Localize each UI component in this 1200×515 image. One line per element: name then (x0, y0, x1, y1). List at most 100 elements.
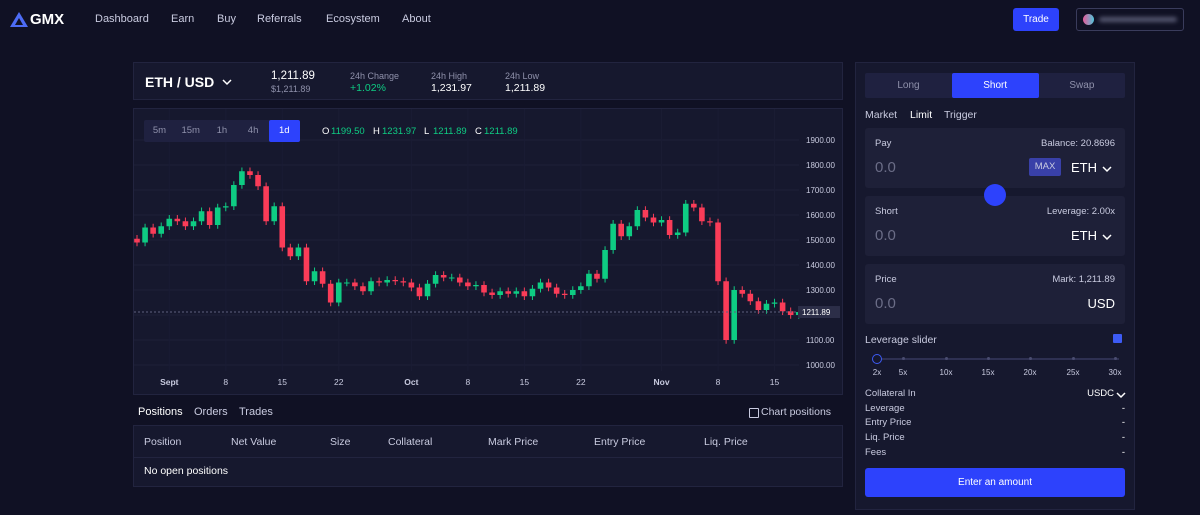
y-tick-label: 1000.00 (806, 361, 835, 370)
x-tick-label: 8 (223, 377, 228, 387)
candle-body (481, 285, 487, 293)
column-header: Collateral (388, 436, 433, 448)
y-tick-label: 1300.00 (806, 286, 835, 295)
candle-body (594, 273, 600, 279)
candle-body (166, 218, 173, 227)
amount-input[interactable]: 0.0 (875, 159, 896, 176)
candle-body (610, 223, 616, 250)
amount-input[interactable]: 0.0 (875, 227, 896, 244)
y-tick-label: 1900.00 (806, 136, 835, 145)
candle-body (400, 281, 407, 283)
candle-body (674, 232, 681, 235)
candle-body (473, 285, 479, 287)
swap-button[interactable] (984, 184, 1006, 206)
price: 1,211.89 (271, 70, 315, 82)
box-info: Leverage: 2.00x (1046, 206, 1115, 217)
input-box (865, 196, 1125, 256)
nav-link[interactable]: About (402, 13, 431, 25)
chevron (1116, 392, 1126, 399)
leverage-mark: 30x (1108, 368, 1122, 377)
candle-body (666, 220, 673, 235)
chevron (222, 79, 232, 86)
candle-body (489, 292, 495, 295)
positions-tab[interactable]: Positions (138, 406, 183, 418)
candle-body (344, 282, 350, 284)
ohlc-value: 1211.89 (433, 126, 467, 137)
max-button[interactable]: MAX (1029, 158, 1061, 176)
y-tick-label: 1400.00 (806, 261, 835, 270)
amount-input[interactable]: 0.0 (875, 295, 896, 312)
candle-body (279, 206, 286, 248)
side-tab[interactable]: Long (897, 80, 920, 91)
candle-body (239, 171, 245, 185)
checkbox[interactable] (749, 408, 759, 418)
token-select[interactable]: USD (1087, 296, 1115, 311)
candle-body (578, 286, 584, 290)
candle-body (416, 287, 423, 297)
slider-dot (944, 357, 948, 360)
leverage-mark: 5x (898, 368, 908, 377)
x-tick-label: 15 (278, 377, 288, 387)
pair[interactable]: ETH / USD (145, 74, 215, 90)
candle-body (755, 301, 762, 310)
interval-button[interactable]: 5m (152, 125, 167, 136)
candle-body (424, 283, 431, 297)
candle-body (440, 275, 447, 278)
nav-link[interactable]: Earn (171, 13, 195, 25)
positions-tab[interactable]: Trades (239, 406, 273, 418)
slider-dot (1113, 357, 1117, 360)
info-label: Fees (865, 446, 887, 458)
candle-body (634, 210, 641, 227)
token-select[interactable]: ETH (1071, 228, 1097, 243)
candle-body (448, 277, 455, 279)
nav-link[interactable]: Referrals (257, 13, 302, 25)
leverage-mark: 15x (981, 368, 995, 377)
candle-body (513, 291, 520, 294)
order-type[interactable]: Trigger (944, 109, 977, 121)
info-value[interactable]: USDC (1087, 388, 1114, 399)
chevron (1102, 166, 1112, 173)
slider-knob[interactable] (872, 354, 882, 364)
interval-button[interactable]: 15m (181, 125, 200, 136)
positions-table (133, 425, 843, 487)
candle-body (529, 288, 536, 297)
leverage-checkbox[interactable] (1113, 334, 1122, 343)
logo-text: GMX (30, 11, 65, 28)
side-tab[interactable]: Short (951, 73, 1039, 98)
nav-link[interactable]: Dashboard (95, 13, 149, 25)
order-type[interactable]: Limit (910, 109, 933, 121)
info-label: Collateral In (865, 388, 916, 399)
y-tick-label: 1600.00 (806, 211, 835, 220)
token-select[interactable]: ETH (1071, 160, 1097, 175)
submit-button[interactable]: Enter an amount (865, 468, 1125, 497)
x-tick-label: 15 (520, 377, 530, 387)
order-type[interactable]: Market (865, 109, 898, 121)
candle-body (303, 247, 310, 282)
stat-label: 24h High (431, 71, 468, 81)
interval-button[interactable]: 1h (216, 125, 228, 136)
candle-body (787, 311, 794, 315)
box-label: Pay (875, 138, 892, 149)
ohlc-label: L (424, 126, 430, 137)
last-price-label: 1211.89 (802, 308, 831, 317)
candle-body (465, 282, 471, 287)
trade-button[interactable]: Trade (1013, 8, 1059, 31)
box-info: Mark: 1,211.89 (1052, 274, 1115, 285)
candle-body (521, 291, 528, 297)
column-header: Net Value (231, 436, 277, 448)
x-tick-label: 8 (716, 377, 721, 387)
candle-body (650, 217, 657, 223)
nav-link[interactable]: Ecosystem (326, 13, 380, 25)
wallet-button[interactable] (1076, 8, 1184, 31)
positions-tab[interactable]: Orders (194, 406, 228, 418)
y-tick-label: 1100.00 (806, 336, 835, 345)
nav-link[interactable]: Buy (217, 13, 236, 25)
candle-body (561, 293, 568, 295)
interval-button[interactable]: 1d (268, 120, 300, 142)
candle-body (142, 227, 148, 243)
candle-body (537, 282, 544, 289)
side-tab[interactable]: Swap (1069, 80, 1095, 91)
interval-button[interactable]: 4h (247, 125, 259, 136)
candle-body (747, 293, 754, 302)
